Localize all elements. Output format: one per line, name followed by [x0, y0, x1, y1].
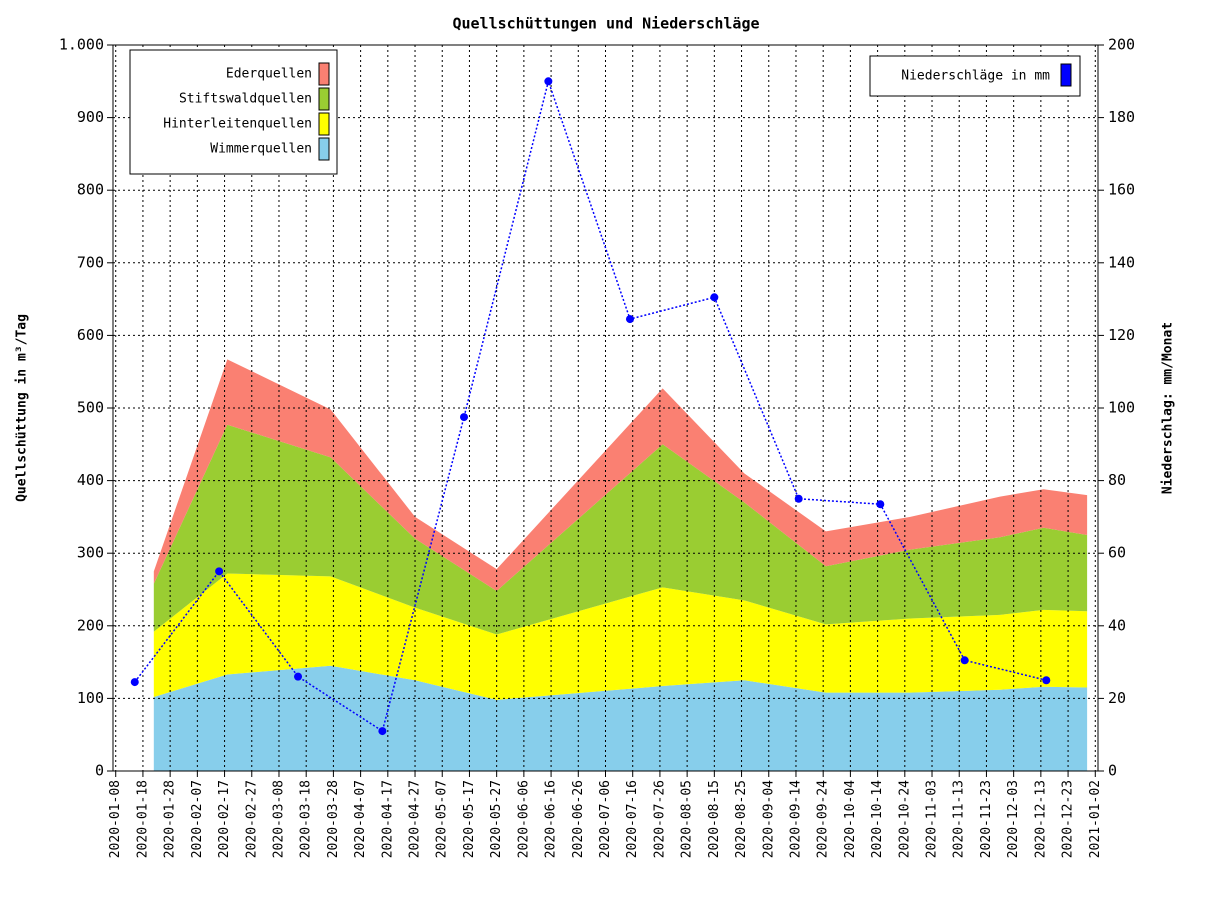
- y2-tick-label: 100: [1108, 399, 1135, 417]
- line-marker: [625, 315, 634, 324]
- x-tick-label: 2020-11-13: [952, 780, 967, 858]
- y-tick-label: 100: [77, 689, 104, 707]
- y2-tick-label: 140: [1108, 253, 1135, 271]
- line-marker: [1042, 676, 1051, 685]
- line-marker: [294, 672, 303, 681]
- legend-box: [129, 49, 338, 175]
- x-tick-label: 2020-12-03: [1006, 780, 1021, 858]
- x-tick-label: 2020-09-14: [788, 780, 803, 858]
- y-axis-label: Quellschüttung in m³/Tag: [15, 314, 30, 502]
- line-marker: [215, 567, 224, 576]
- line-marker: [794, 494, 803, 503]
- x-tick-label: 2020-04-07: [353, 780, 368, 858]
- x-tick-label: 2020-10-04: [843, 780, 858, 858]
- y-tick-label: 500: [77, 399, 104, 417]
- line-marker: [876, 500, 885, 509]
- x-tick-label: 2020-12-23: [1061, 780, 1076, 858]
- line-marker: [544, 77, 553, 86]
- x-tick-label: 2020-10-24: [897, 780, 912, 858]
- x-tick-label: 2020-01-28: [163, 780, 178, 858]
- y2-tick-label: 180: [1108, 108, 1135, 126]
- x-tick-label: 2020-04-27: [408, 780, 423, 858]
- x-tick-label: 2020-03-18: [299, 780, 314, 858]
- x-tick-label: 2021-01-02: [1088, 780, 1103, 858]
- legend-label: Ederquellen: [226, 67, 312, 82]
- legend-swatch: [318, 112, 330, 136]
- area: [153, 424, 1088, 635]
- x-tick-label: 2020-04-17: [380, 780, 395, 858]
- legend-swatch: [1060, 63, 1072, 87]
- x-tick-label: 2020-03-08: [271, 780, 286, 858]
- x-tick-label: 2020-07-16: [625, 780, 640, 858]
- plot-area: 2020-01-08 2020-01-18 2020-01-28 2020-02-07…: [59, 36, 1135, 859]
- x-tick-label: 2020-07-06: [598, 780, 613, 858]
- y-tick-label: 0: [95, 762, 104, 780]
- x-tick-label: 2020-01-18: [135, 780, 150, 858]
- x-tick-label: 2020-02-07: [190, 780, 205, 858]
- x-tick-label: 2020-12-13: [1033, 780, 1048, 858]
- x-tick-label: 2020-10-14: [870, 780, 885, 858]
- chart-title: Quellschüttungen und Niederschläge: [452, 15, 759, 33]
- line-marker: [710, 293, 719, 302]
- x-tick-label: 2020-02-17: [217, 780, 232, 858]
- y2-tick-label: 200: [1108, 36, 1135, 54]
- area: [153, 665, 1088, 771]
- x-tick-label: 2020-11-03: [925, 780, 940, 858]
- y-tick-label: 700: [77, 253, 104, 271]
- y2-tick-label: 60: [1108, 544, 1126, 562]
- x-tick-label: 2020-06-16: [544, 780, 559, 858]
- legend: Niederschläge in mm: [869, 55, 1081, 97]
- legend-label: Stiftswaldquellen: [179, 92, 312, 107]
- y-tick-label: 800: [77, 181, 104, 199]
- legend-label: Hinterleitenquellen: [163, 117, 312, 132]
- x-tick-label: 2020-02-27: [244, 780, 259, 858]
- legend-swatch: [318, 137, 330, 161]
- area: [153, 359, 1088, 591]
- x-tick-label: 2020-05-27: [489, 780, 504, 858]
- y-tick-label: 1.000: [59, 36, 104, 54]
- y2-tick-label: 80: [1108, 471, 1126, 489]
- plot-frame: [112, 44, 1099, 772]
- x-tick-label: 2020-09-24: [816, 780, 831, 858]
- x-tick-label: 2020-11-23: [979, 780, 994, 858]
- x-tick-label: 2020-06-26: [571, 780, 586, 858]
- line-marker: [130, 678, 139, 687]
- legend-box: [869, 55, 1081, 97]
- y-tick-label: 400: [77, 471, 104, 489]
- line-marker: [378, 727, 387, 736]
- y2-tick-label: 0: [1108, 762, 1117, 780]
- x-tick-label: 2020-07-26: [652, 780, 667, 858]
- y2-axis-label: Niederschlag: mm/Monat: [1161, 322, 1176, 494]
- x-tick-label: 2020-09-04: [761, 780, 776, 858]
- y-tick-label: 900: [77, 108, 104, 126]
- line-marker: [960, 656, 969, 665]
- legend-swatch: [318, 62, 330, 86]
- x-tick-label: 2020-06-06: [516, 780, 531, 858]
- x-tick-label: 2020-08-15: [707, 780, 722, 858]
- area: [153, 573, 1088, 700]
- y-tick-label: 200: [77, 616, 104, 634]
- x-tick-label: 2020-08-25: [734, 780, 749, 858]
- x-tick-label: 2020-05-17: [462, 780, 477, 858]
- x-tick-label: 2020-08-05: [680, 780, 695, 858]
- x-tick-label: 2020-03-28: [326, 780, 341, 858]
- x-tick-label: 2020-05-07: [435, 780, 450, 858]
- legend-swatch: [318, 87, 330, 111]
- y-tick-label: 600: [77, 326, 104, 344]
- legend: Ederquellen Stiftswaldquellen Hinterleiten…: [129, 49, 338, 175]
- y2-tick-label: 120: [1108, 326, 1135, 344]
- legend-label: Wimmerquellen: [210, 142, 312, 157]
- y2-tick-label: 40: [1108, 616, 1126, 634]
- x-tick-label: 2020-01-08: [108, 780, 123, 858]
- legend-label: Niederschläge in mm: [901, 69, 1050, 84]
- line: [134, 78, 1047, 733]
- y2-tick-label: 20: [1108, 689, 1126, 707]
- y2-tick-label: 160: [1108, 181, 1135, 199]
- line-marker: [460, 413, 469, 422]
- y-tick-label: 300: [77, 544, 104, 562]
